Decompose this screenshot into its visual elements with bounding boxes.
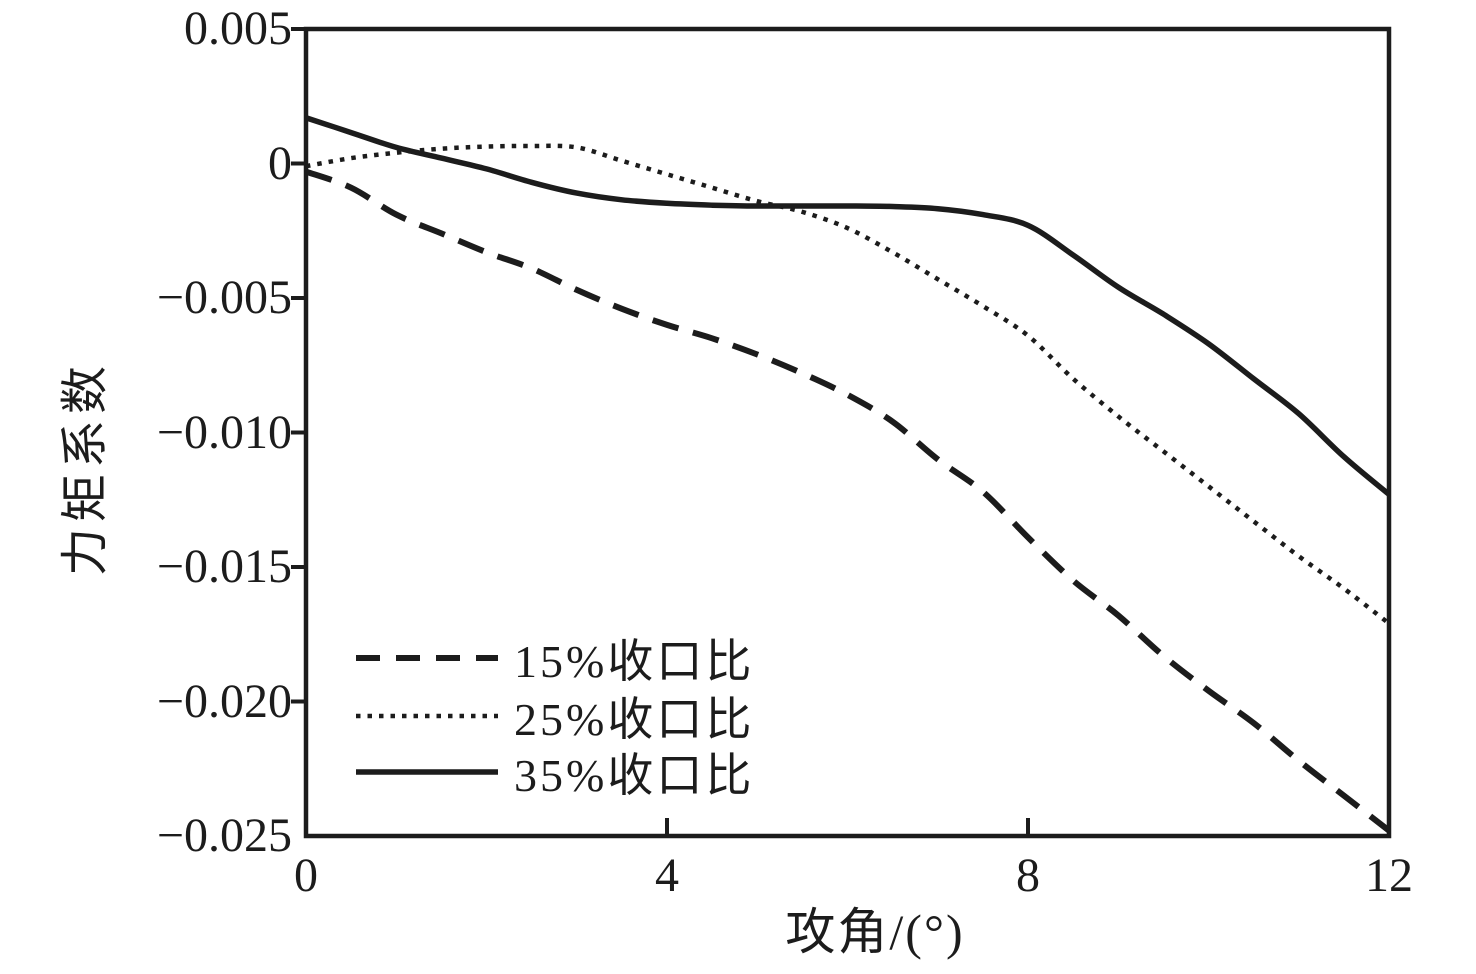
series-line-dashed <box>308 169 1387 833</box>
legend-label: 35%收口比 <box>514 750 755 801</box>
x-tick-label: 8 <box>1016 849 1040 902</box>
legend-label: 25%收口比 <box>514 694 755 745</box>
y-tick-label: −0.010 <box>156 405 292 459</box>
y-tick-label: 0.005 <box>184 2 292 55</box>
y-tick-label: −0.005 <box>156 271 292 324</box>
y-axis-title: 力矩系数 <box>59 359 112 577</box>
series-line-dotted <box>308 143 1387 625</box>
y-tick-label: −0.020 <box>156 674 292 728</box>
y-tick-label: 0 <box>268 136 292 190</box>
y-tick-label: −0.025 <box>156 809 292 862</box>
legend-label: 15%收口比 <box>514 636 755 687</box>
x-tick-label: 0 <box>294 849 318 902</box>
x-tick-label: 12 <box>1365 849 1413 902</box>
x-axis-title: 攻角/(°) <box>785 904 965 960</box>
series-line-solid <box>308 115 1387 497</box>
plot-border <box>303 26 1392 839</box>
y-tick-label: −0.015 <box>156 540 292 593</box>
x-tick-label: 4 <box>655 849 679 902</box>
